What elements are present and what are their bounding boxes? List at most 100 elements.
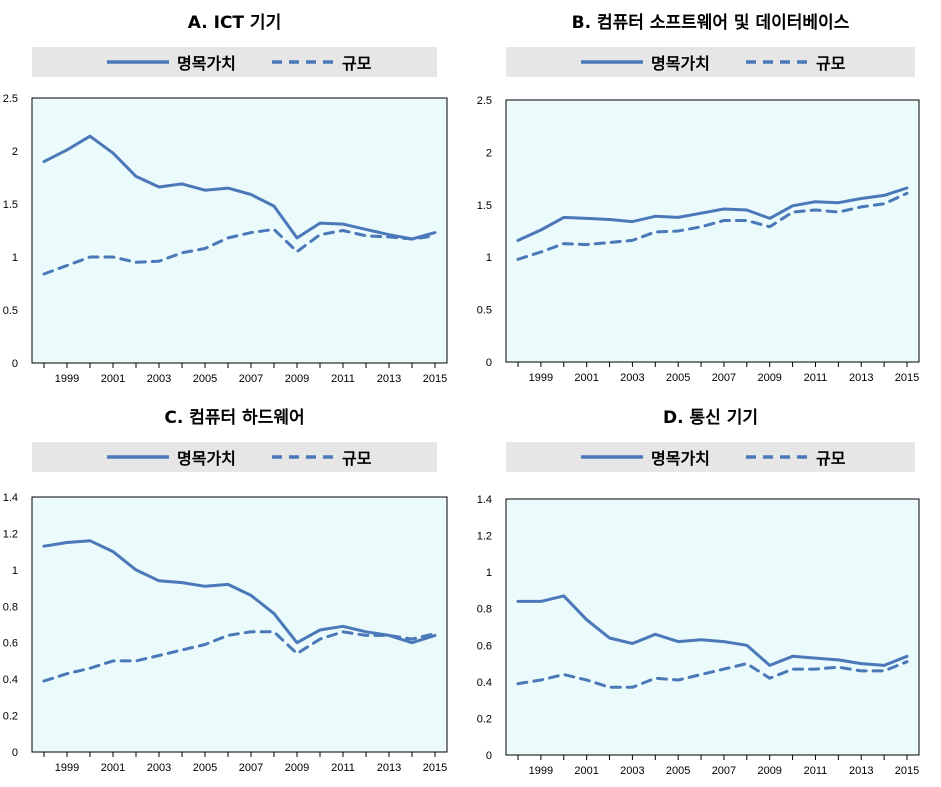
x-tick-label: 2005: [193, 373, 217, 385]
x-tick-label: 2013: [849, 765, 873, 777]
chart-title: A. ICT 기기: [187, 13, 282, 33]
x-tick-label: 2011: [804, 765, 828, 777]
y-tick-label: 1: [12, 565, 18, 577]
legend-swatch-nominal: [581, 455, 643, 459]
x-tick-label: 2007: [712, 765, 736, 777]
plot-background: [31, 97, 448, 364]
x-tick-label: 2001: [574, 765, 598, 777]
y-tick-label: 1.2: [477, 531, 492, 543]
x-tick-label: 2011: [331, 762, 355, 774]
legend-swatch-nominal: [107, 60, 169, 64]
chart-title: B. 컴퓨터 소프트웨어 및 데이터베이스: [571, 13, 850, 33]
legend: 명목가치 규모: [506, 442, 915, 472]
y-tick-label: 1.2: [3, 528, 18, 540]
series-line-nominal: [42, 134, 437, 241]
x-tick-label: 2013: [849, 372, 873, 384]
series-line-nominal: [516, 594, 909, 667]
chart-panel-0: A. ICT 기기 명목가치 규모 0 0.5 1 1.5 2 2.5 1999 2001 2003 2…: [0, 0, 470, 392]
x-tick-label: 2003: [620, 765, 644, 777]
y-tick-label: 0.6: [3, 638, 18, 650]
legend-label: 규모: [816, 449, 846, 468]
x-tick-label: 2003: [147, 762, 171, 774]
y-tick-label: 0.4: [477, 677, 492, 689]
legend: 명목가치 규모: [32, 47, 437, 77]
x-tick-label: 2009: [757, 372, 781, 384]
x-tick-label: 2009: [285, 762, 309, 774]
x-tick-label: 1999: [529, 765, 553, 777]
y-tick-label: 2: [486, 147, 492, 159]
legend-item-nominal: 명목가치: [581, 442, 710, 472]
legend-item-volume: 규모: [272, 442, 371, 472]
y-tick-label: 0.8: [3, 601, 18, 613]
y-tick-label: 2.5: [3, 93, 18, 105]
chart-title: D. 통신 기기: [663, 408, 758, 428]
x-tick-label: 2015: [423, 762, 447, 774]
series-line-nominal: [42, 539, 437, 645]
series-line-volume: [42, 630, 437, 683]
chart-title: C. 컴퓨터 하드웨어: [164, 408, 305, 428]
legend-label: 명목가치: [651, 54, 710, 73]
legend-label: 명목가치: [177, 449, 236, 468]
plot-background: [505, 99, 920, 363]
legend-label: 규모: [342, 449, 372, 468]
y-tick-label: 0: [486, 357, 492, 369]
y-tick-label: 1: [486, 567, 492, 579]
x-tick-label: 2003: [147, 373, 171, 385]
y-tick-label: 0.8: [477, 604, 492, 616]
legend-label: 명목가치: [651, 449, 710, 468]
legend-swatch-volume: [272, 455, 334, 459]
x-tick-label: 2005: [193, 762, 217, 774]
legend-swatch-nominal: [107, 455, 169, 459]
y-tick-label: 0.5: [3, 305, 18, 317]
x-tick-label: 2007: [239, 373, 263, 385]
plot-background: [505, 498, 920, 756]
x-tick-label: 2005: [666, 372, 690, 384]
x-tick-label: 2001: [574, 372, 598, 384]
x-tick-label: 2007: [712, 372, 736, 384]
x-tick-label: 2005: [666, 765, 690, 777]
x-tick-label: 2009: [757, 765, 781, 777]
y-tick-label: 0: [12, 358, 18, 370]
chart-panel-2: C. 컴퓨터 하드웨어 명목가치 규모 0 0.2 0.4 0.6 0.8 1 1.2 1.4 199…: [0, 395, 470, 787]
y-tick-label: 1.4: [477, 494, 492, 506]
plot-area: 0 0.5 1 1.5 2 2.5 1999 2001 2003 2005 2007 2009 2011…: [477, 95, 920, 384]
legend-swatch-nominal: [581, 60, 643, 64]
y-tick-label: 1.5: [3, 199, 18, 211]
y-tick-label: 0.5: [477, 305, 492, 317]
legend-item-volume: 규모: [746, 442, 845, 472]
legend-item-nominal: 명목가치: [107, 442, 236, 472]
x-tick-label: 2011: [804, 372, 828, 384]
plot-area: 0 0.2 0.4 0.6 0.8 1 1.2 1.4 1999 2001 2003 2005 2007…: [477, 494, 920, 777]
x-tick-label: 2001: [101, 373, 125, 385]
x-tick-label: 2013: [377, 762, 401, 774]
x-tick-label: 2015: [895, 372, 919, 384]
plot-background: [31, 496, 448, 753]
y-tick-label: 0.6: [477, 640, 492, 652]
series-line-nominal: [516, 186, 909, 242]
x-tick-label: 2009: [285, 373, 309, 385]
y-tick-label: 0: [12, 747, 18, 759]
series-line-volume: [516, 660, 909, 689]
y-tick-label: 2.5: [477, 95, 492, 107]
x-tick-label: 2013: [377, 373, 401, 385]
plot-area: 0 0.2 0.4 0.6 0.8 1 1.2 1.4 1999 2001 2003 2005 2007…: [3, 492, 448, 774]
x-tick-label: 2011: [331, 373, 355, 385]
legend: 명목가치 규모: [506, 47, 915, 77]
plot-area: 0 0.5 1 1.5 2 2.5 1999 2001 2003 2005 2007 2009 2011…: [3, 93, 448, 385]
legend-label: 명목가치: [177, 54, 236, 73]
y-tick-label: 2: [12, 146, 18, 158]
chart-panel-3: D. 통신 기기 명목가치 규모 0 0.2 0.4 0.6 0.8 1 1.2 1.4 1999 20…: [470, 395, 940, 787]
chart-panel-1: B. 컴퓨터 소프트웨어 및 데이터베이스 명목가치 규모 0 0.5 1 1.5 2 2.5 1…: [470, 0, 940, 392]
legend-label: 규모: [816, 54, 846, 73]
legend-swatch-volume: [746, 60, 808, 64]
legend-item-volume: 규모: [272, 47, 371, 77]
x-tick-label: 2001: [101, 762, 125, 774]
legend-item-volume: 규모: [746, 47, 845, 77]
y-tick-label: 1.4: [3, 492, 18, 504]
x-tick-label: 1999: [529, 372, 553, 384]
legend-item-nominal: 명목가치: [581, 47, 710, 77]
x-tick-label: 2015: [895, 765, 919, 777]
y-tick-label: 1: [486, 252, 492, 264]
x-tick-label: 1999: [55, 762, 79, 774]
y-tick-label: 0.2: [477, 713, 492, 725]
